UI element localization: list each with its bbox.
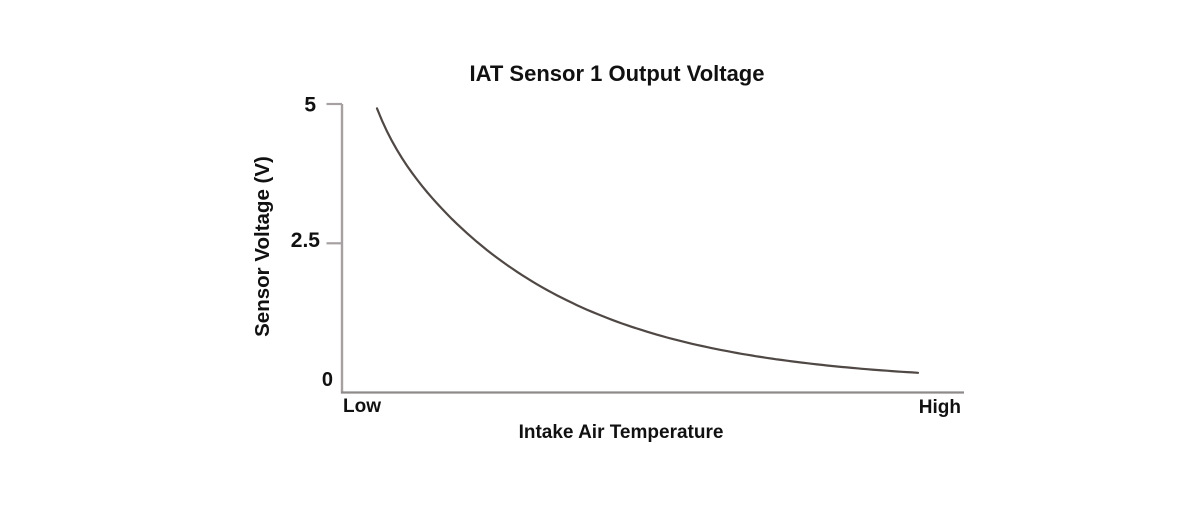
svg-text:2.5: 2.5 — [291, 229, 321, 252]
svg-text:5: 5 — [304, 93, 316, 116]
svg-text:Intake Air Temperature: Intake Air Temperature — [519, 422, 724, 443]
svg-text:High: High — [919, 397, 961, 418]
svg-text:0: 0 — [322, 369, 333, 391]
svg-text:Sensor Voltage (V): Sensor Voltage (V) — [251, 156, 274, 337]
svg-text:Low: Low — [343, 396, 381, 417]
svg-text:IAT Sensor 1 Output Voltage: IAT Sensor 1 Output Voltage — [470, 61, 765, 86]
